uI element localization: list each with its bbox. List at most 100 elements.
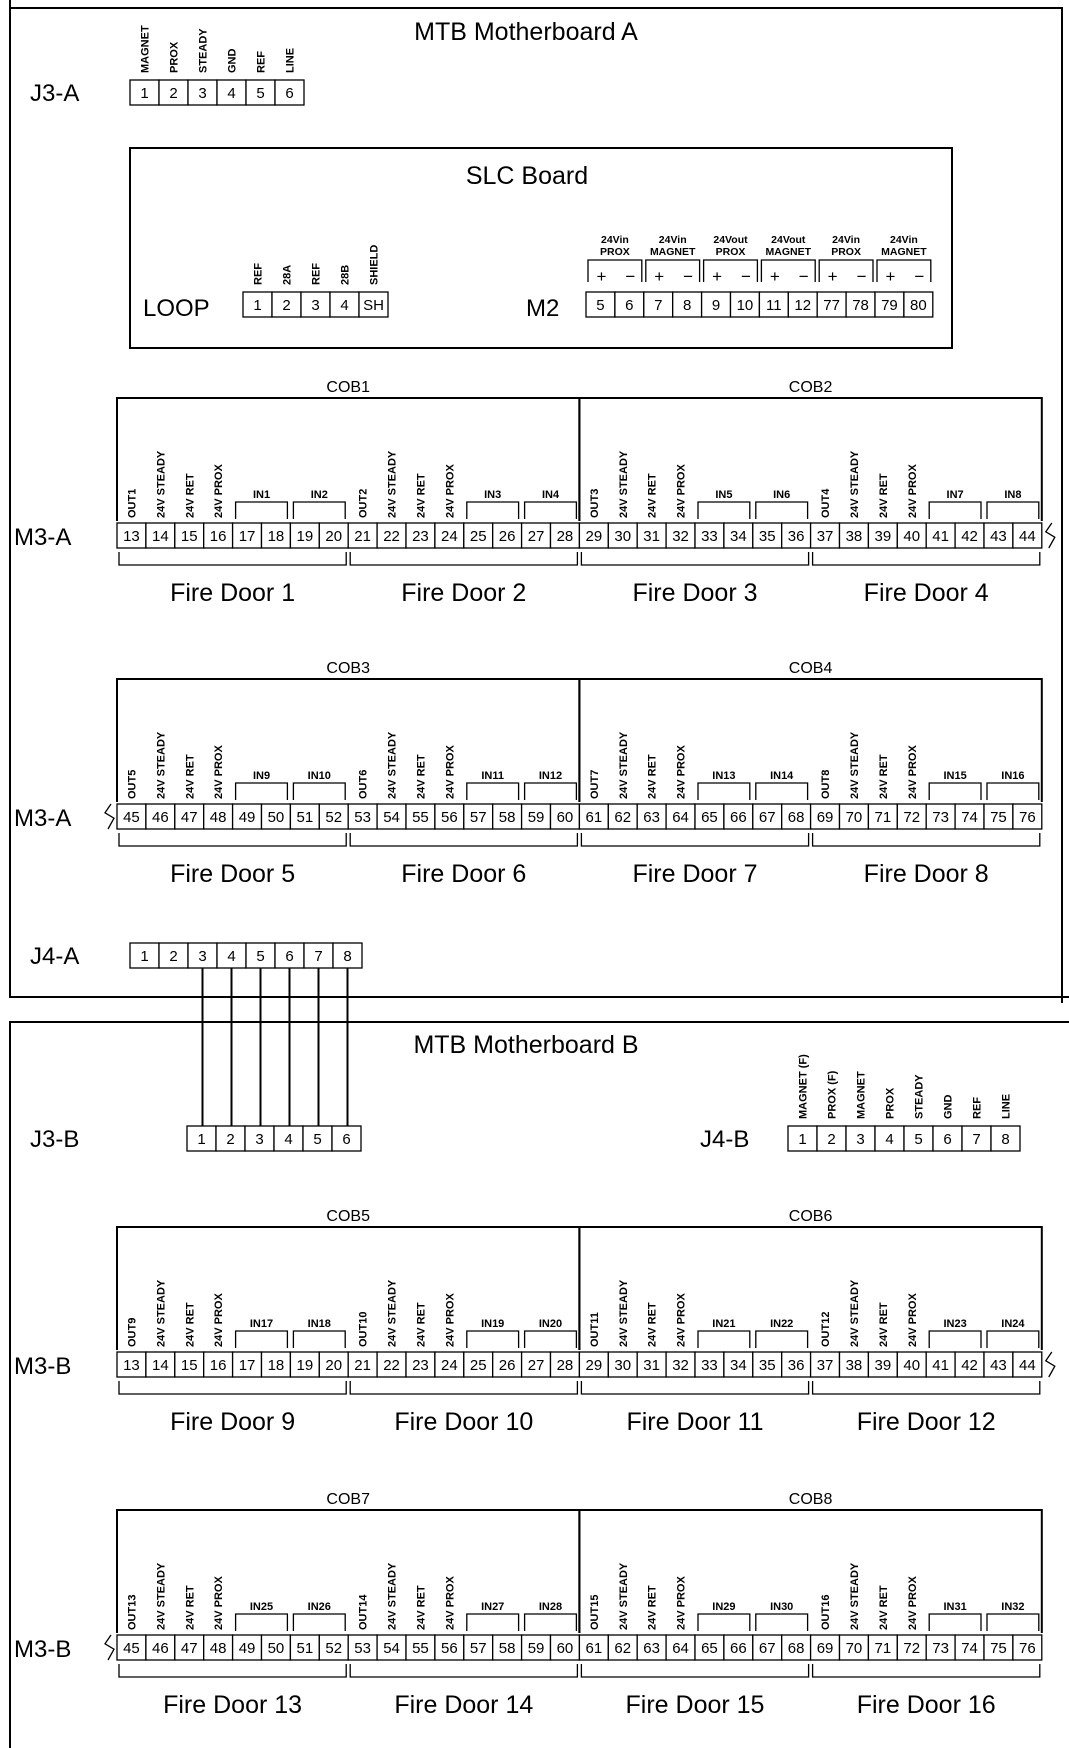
- pin-label: 24V RET: [184, 1585, 196, 1630]
- m3-terminal-number: 41: [932, 1357, 949, 1374]
- j4a-to-j3b-wires: [201, 968, 349, 1126]
- j4-a-label: J4-A: [30, 943, 79, 970]
- m3-terminal-number: 44: [1019, 528, 1036, 545]
- m3-terminal-number: 26: [499, 528, 516, 545]
- m2-group-bracket: [587, 259, 643, 282]
- pin-label: PROX: [169, 41, 181, 73]
- fire-door-label: Fire Door 13: [163, 1691, 302, 1719]
- m3-terminal-row: COB7 COB8 OUT13 24V STEADY 24V RET 24V PROX IN…: [104, 1491, 1043, 1719]
- m3-terminal-cell: [289, 1351, 320, 1378]
- fire-door-label: Fire Door 12: [857, 1408, 996, 1436]
- m3-terminal-cell: [781, 522, 812, 549]
- m3-terminal-cell: [809, 522, 841, 549]
- m3-terminal-number: 62: [614, 809, 631, 826]
- m3-terminal-number: 55: [412, 1640, 429, 1657]
- m3-terminal-number: 72: [903, 1640, 920, 1657]
- m2-group-label: 24Vin: [659, 234, 687, 246]
- m3-terminal-cell: [781, 1351, 812, 1378]
- m3-terminal-cell: [318, 1634, 349, 1661]
- pin-label: 24V STEADY: [849, 731, 861, 799]
- input-label: IN20: [539, 1318, 562, 1330]
- m3-terminal-number: 38: [846, 528, 863, 545]
- cob-bracket: [578, 678, 1043, 802]
- m3-terminal-number: 40: [903, 1357, 920, 1374]
- j4-b-connector-number: 1: [798, 1131, 806, 1148]
- m3-terminal-cell: [896, 1351, 927, 1378]
- pin-label: 24V PROX: [213, 745, 225, 799]
- m3-terminal-cell: [983, 1351, 1014, 1378]
- m3-terminal-number: 53: [354, 1640, 371, 1657]
- pin-label: PROX: [885, 1087, 897, 1119]
- m3-terminal-cell: [636, 1351, 667, 1378]
- door-bracket: [118, 833, 347, 847]
- m3-terminal-cell: [867, 522, 898, 549]
- m3-terminal-number: 72: [903, 809, 920, 826]
- m3-terminal-number: 32: [672, 528, 689, 545]
- input-bracket: [292, 501, 346, 519]
- pin-label: GND: [943, 1095, 955, 1120]
- m3-terminal-number: 43: [990, 528, 1007, 545]
- input-bracket: [697, 1330, 751, 1348]
- cob-label: COB7: [326, 1491, 370, 1508]
- door-bracket: [580, 1381, 810, 1395]
- input-bracket: [697, 782, 751, 800]
- m3-terminal-number: 19: [297, 528, 314, 545]
- input-label: IN6: [773, 489, 790, 501]
- m2-terminal-number: 11: [766, 297, 782, 314]
- input-bracket: [755, 1613, 809, 1631]
- fire-door-label: Fire Door 11: [626, 1408, 763, 1436]
- m3-terminal-cell: [838, 803, 870, 830]
- m3-terminal-number: 33: [701, 1357, 718, 1374]
- m3-terminal-cell: [203, 522, 234, 549]
- input-label: IN13: [712, 770, 735, 782]
- m3-terminal-cell: [752, 522, 783, 549]
- fire-door-label: Fire Door 10: [394, 1408, 533, 1436]
- j4-b-connector-number: 6: [943, 1131, 951, 1148]
- m3-terminal-number: 57: [470, 1640, 487, 1657]
- m3-terminal-number: 17: [239, 1357, 256, 1374]
- loop-connector-number: 4: [340, 297, 348, 314]
- input-bracket: [292, 1330, 346, 1348]
- out-pin-label: OUT15: [589, 1595, 601, 1630]
- j3-a-connector-cell: [129, 79, 160, 106]
- input-label: IN29: [712, 1601, 735, 1613]
- input-label: IN17: [250, 1318, 273, 1330]
- m3-terminal-cell: [174, 522, 205, 549]
- m3-terminal-cell: [896, 522, 927, 549]
- pin-label: 24V STEADY: [849, 1562, 861, 1630]
- input-bracket: [697, 1613, 751, 1631]
- j3-a-connector-cell: [216, 79, 247, 106]
- j4-b-connector-number: 5: [914, 1131, 922, 1148]
- m3-terminal-number: 27: [528, 528, 545, 545]
- m3-terminal-cell: [1012, 522, 1043, 549]
- input-bracket: [466, 501, 520, 519]
- out-pin-label: OUT6: [358, 770, 370, 799]
- minus-sign: −: [857, 267, 867, 286]
- m3-terminal-number: 46: [152, 1640, 169, 1657]
- m3-terminal-cell: [434, 1351, 465, 1378]
- m2-terminal-number: 80: [910, 297, 927, 314]
- m2-group-label: MAGNET: [766, 246, 812, 258]
- m3-terminal-row: COB3 COB4 OUT5 24V STEADY 24V RET 24V PROX IN9…: [104, 660, 1043, 888]
- m2-group-label: 24Vin: [601, 234, 629, 246]
- plus-sign: +: [885, 267, 895, 286]
- m3-terminal-number: 21: [354, 528, 371, 545]
- j3-a-connector-number: 3: [198, 85, 206, 102]
- m3-terminal-number: 56: [441, 1640, 458, 1657]
- m3-terminal-number: 75: [990, 809, 1007, 826]
- cob-label: COB2: [789, 379, 833, 396]
- m3-terminal-cell: [607, 1351, 638, 1378]
- m3-terminal-number: 58: [499, 809, 516, 826]
- m2-group-bracket: [645, 259, 701, 282]
- pin-label: 24V PROX: [907, 1576, 919, 1630]
- pin-label: 24V PROX: [213, 1576, 225, 1630]
- m3-terminal-cell: [145, 522, 176, 549]
- input-bracket: [755, 501, 809, 519]
- m3-terminal-number: 70: [846, 1640, 863, 1657]
- input-label: IN27: [481, 1601, 504, 1613]
- pin-label: 24V PROX: [676, 1576, 688, 1630]
- j4-a-connector-number: 4: [227, 948, 235, 965]
- m3-terminal-number: 21: [354, 1357, 371, 1374]
- m2-group-label: 24Vin: [832, 234, 860, 246]
- j4-b-connector-cell: [990, 1125, 1021, 1152]
